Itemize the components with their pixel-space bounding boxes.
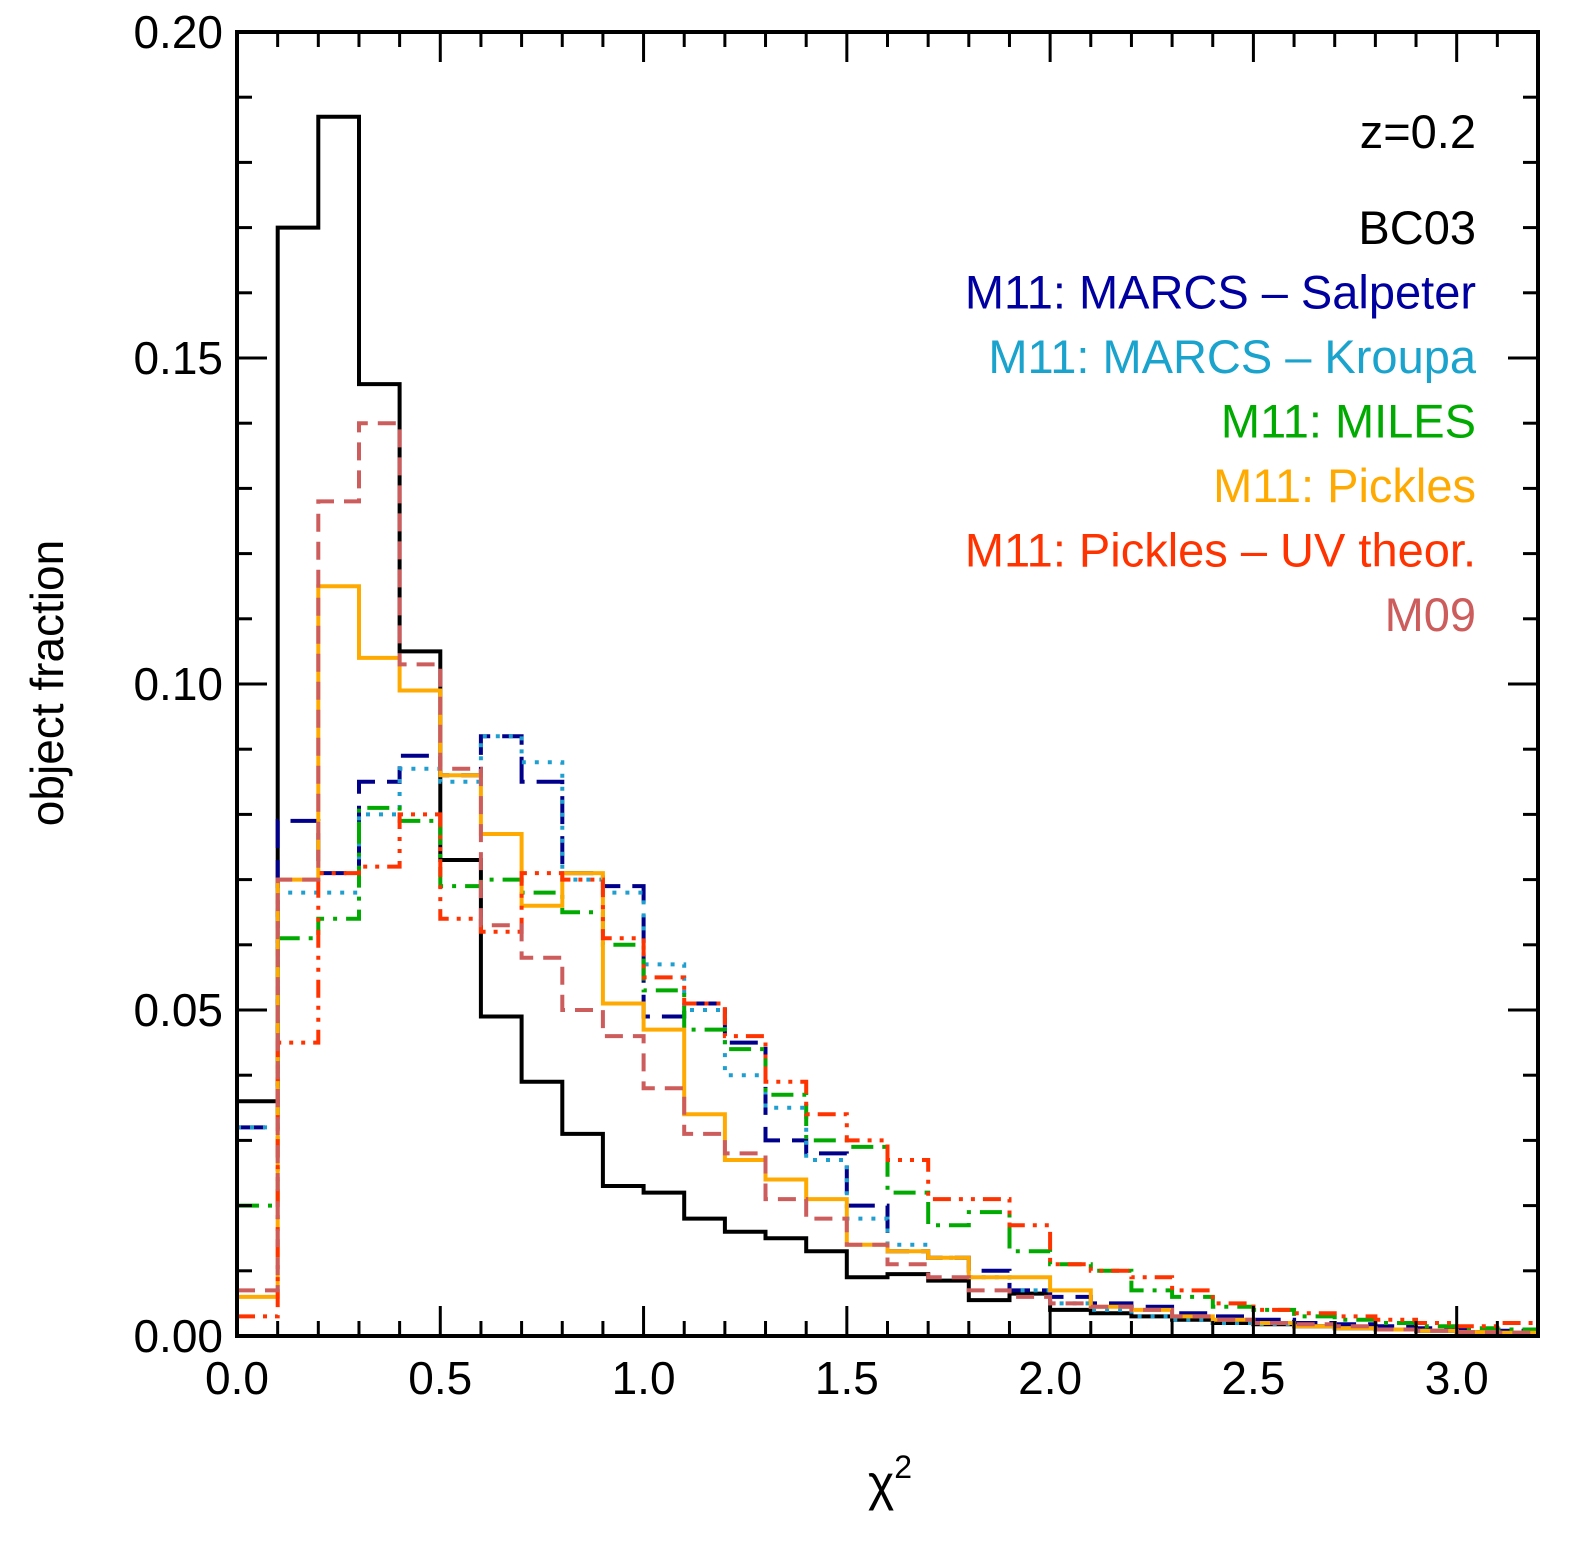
tick-labels-layer: 0.0 0.5 1.0 1.5 2.0 2.5 3.0 0.00 0.05 0.10 0.15 0.2… [133,6,1488,1404]
legend: BC03 M11: MARCS – Salpeter M11: MARCS – Kr… [965,201,1477,641]
x-tick-label: 2.5 [1221,1352,1285,1404]
legend-entry-m11-miles: M11: MILES [1221,395,1476,448]
y-tick-label: 0.00 [133,1310,223,1362]
redshift-annotation: z=0.2 [1360,105,1476,158]
legend-entry-m09: M09 [1385,588,1476,641]
x-tick-label: 0.5 [408,1352,472,1404]
legend-entry-m11-marcs-kroupa: M11: MARCS – Kroupa [988,330,1476,383]
series-layer [237,114,1538,1335]
legend-entry-bc03: BC03 [1358,201,1476,254]
x-axis-title-superscript: 2 [894,1449,912,1485]
x-tick-label: 3.0 [1425,1352,1489,1404]
y-axis-title: object fraction [21,540,73,826]
series-line-m09 [237,421,1538,1335]
legend-entry-m11-pickles-uv-theor: M11: Pickles – UV theor. [965,524,1476,577]
y-tick-label: 0.10 [133,658,223,710]
x-tick-label: 1.5 [815,1352,879,1404]
x-tick-label: 0.0 [205,1352,269,1404]
x-tick-label: 1.0 [612,1352,676,1404]
legend-entry-m11-marcs-salpeter: M11: MARCS – Salpeter [965,266,1476,319]
y-tick-label: 0.15 [133,332,223,384]
series-line-m11-miles [237,805,1538,1332]
series-line-m11-pickles-uv-theor [237,812,1538,1329]
y-tick-label: 0.05 [133,984,223,1036]
x-axis-title-base: χ [868,1455,894,1511]
x-axis-title: χ2 [868,1449,912,1511]
plot-frame [235,30,1540,1338]
x-tick-label: 2.0 [1018,1352,1082,1404]
y-tick-label: 0.20 [133,6,223,58]
legend-entry-m11-pickles: M11: Pickles [1213,459,1476,512]
